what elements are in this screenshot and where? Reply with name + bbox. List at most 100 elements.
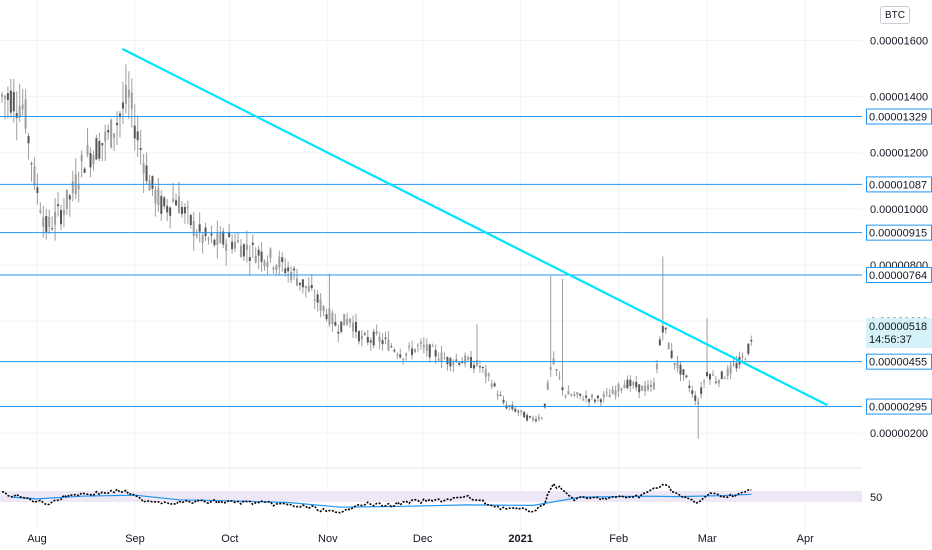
candle-body xyxy=(487,373,490,377)
candle-body xyxy=(735,363,738,369)
trendline[interactable] xyxy=(121,47,828,407)
time-tick-label: Mar xyxy=(698,533,717,545)
price-axis[interactable]: 0.00001600 0.00001400 0.00001200 0.00001000… xyxy=(866,36,932,505)
candle-body xyxy=(304,285,307,289)
level-price-label: 0.00000764 xyxy=(869,270,927,282)
candle-body xyxy=(290,271,293,281)
candle-body xyxy=(549,367,552,370)
candle-body xyxy=(178,196,180,213)
candle-body xyxy=(396,354,399,356)
candle-body xyxy=(632,382,635,386)
candle-body xyxy=(652,382,655,390)
level-price-label: 0.00000295 xyxy=(869,402,927,414)
candle-body xyxy=(546,382,549,390)
price-tick-label: 0.00000200 xyxy=(870,428,928,440)
candle-body xyxy=(591,395,593,397)
candle-body xyxy=(470,357,473,368)
candle-body xyxy=(673,363,676,365)
candle-body xyxy=(623,384,626,389)
candle-body xyxy=(558,377,561,379)
candle-body xyxy=(225,243,228,252)
candle-body xyxy=(709,374,711,380)
candle-body xyxy=(419,341,422,344)
candle-body xyxy=(166,205,169,213)
candle-body xyxy=(9,90,12,113)
candle-body xyxy=(582,399,585,401)
candle-body xyxy=(57,204,60,207)
candle-body xyxy=(130,92,133,109)
candle-body xyxy=(425,344,428,351)
candle-body xyxy=(484,369,487,377)
candle-body xyxy=(593,399,596,402)
candle-body xyxy=(647,384,650,390)
candle-body xyxy=(475,359,478,366)
candle-body xyxy=(570,394,573,396)
candle-body xyxy=(65,189,68,209)
candle-body xyxy=(543,403,546,408)
candle-body xyxy=(68,195,71,200)
candle-body xyxy=(366,336,369,343)
candle-body xyxy=(157,188,160,206)
candle-body xyxy=(281,257,284,262)
candle-body xyxy=(635,381,638,388)
candle-body xyxy=(490,383,493,387)
candle-body xyxy=(245,244,248,251)
horizontal-levels[interactable] xyxy=(0,116,862,408)
candle-body xyxy=(139,147,142,150)
candle-body xyxy=(496,394,499,396)
current-price-label: 0.00000518 xyxy=(869,321,927,333)
indicator-pane xyxy=(0,482,862,514)
candle-body xyxy=(222,231,225,245)
candle-body xyxy=(15,113,18,118)
candle-body xyxy=(514,408,517,412)
candle-body xyxy=(694,395,697,401)
price-tick-label: 0.00001200 xyxy=(870,148,928,160)
candle-body xyxy=(27,136,30,144)
candle-body xyxy=(520,410,523,412)
candle-body xyxy=(307,286,310,292)
candle-body xyxy=(313,299,316,302)
candle-body xyxy=(555,369,558,371)
candle-body xyxy=(700,387,703,395)
candle-body xyxy=(287,267,290,272)
candle-body xyxy=(741,356,744,358)
candle-body xyxy=(747,343,750,354)
candle-body xyxy=(113,133,116,138)
candle-body xyxy=(405,353,408,356)
candle-body xyxy=(384,337,387,339)
candle-body xyxy=(676,361,679,369)
currency-badge[interactable]: BTC xyxy=(880,6,910,24)
candle-body xyxy=(664,327,667,330)
candle-body xyxy=(458,362,461,365)
candle-body xyxy=(322,306,325,312)
candle-body xyxy=(416,344,419,346)
candle-body xyxy=(21,104,24,110)
candle-body xyxy=(375,331,378,334)
candle-body xyxy=(564,395,567,397)
candle-body xyxy=(145,165,148,181)
candle-body xyxy=(80,154,83,162)
candle-body xyxy=(661,326,664,333)
candle-body xyxy=(399,354,402,358)
candle-body xyxy=(626,379,629,389)
candle-body xyxy=(446,357,449,365)
candle-body xyxy=(685,375,688,378)
candle-body xyxy=(83,168,86,173)
candle-body xyxy=(517,411,520,413)
candle-body xyxy=(3,96,6,99)
candle-body xyxy=(714,381,717,383)
candle-body xyxy=(478,366,481,368)
price-tick-label: 0.00001400 xyxy=(870,92,928,104)
candle-body xyxy=(393,349,396,352)
level-price-label: 0.00001329 xyxy=(869,112,927,124)
candle-body xyxy=(296,278,298,286)
candle-body xyxy=(242,244,245,257)
candle-body xyxy=(116,122,119,126)
candle-body xyxy=(711,374,714,376)
candle-body xyxy=(596,395,599,399)
candle-body xyxy=(301,279,304,288)
time-axis[interactable]: Aug Sep Oct Nov Dec 2021 Feb Mar Apr xyxy=(27,533,814,545)
candle-body xyxy=(437,358,440,361)
level-price-tag-inner xyxy=(867,109,931,124)
